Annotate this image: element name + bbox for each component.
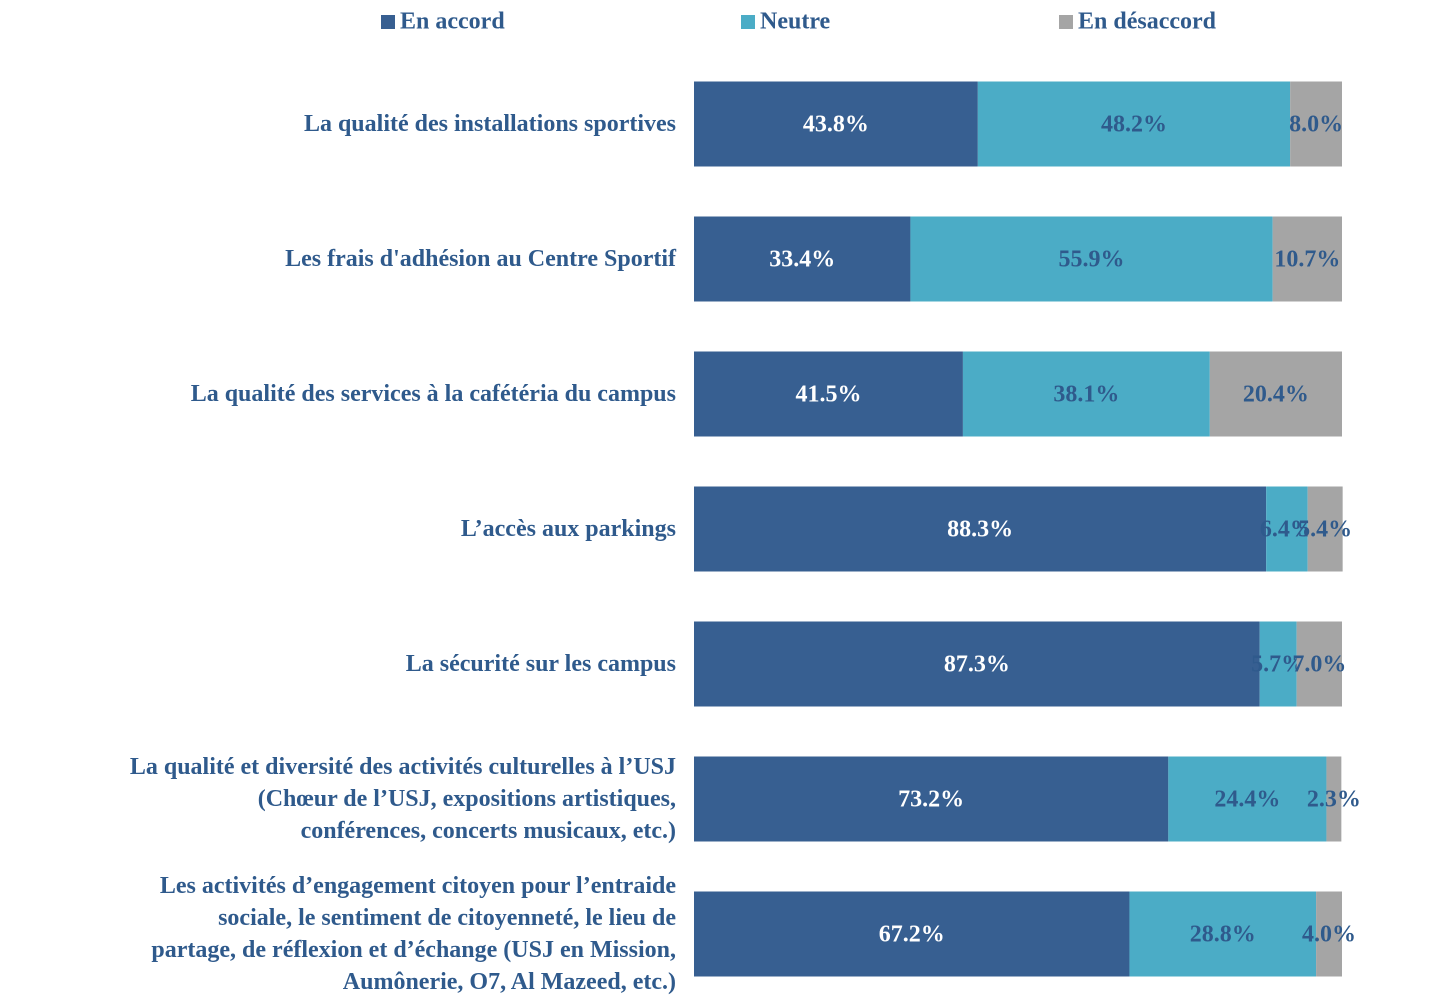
legend-swatch: [1059, 15, 1073, 29]
value-label: 20.4%: [1243, 382, 1309, 408]
value-label: 7.0%: [1292, 652, 1346, 678]
value-label: 5.7%: [1251, 652, 1305, 678]
bar-segment: [1307, 486, 1343, 572]
legend-swatch: [381, 15, 395, 29]
bar-segment: [694, 621, 1260, 707]
value-label: 87.3%: [944, 652, 1010, 678]
bar-segment: [1129, 891, 1317, 977]
category-label: La qualité des services à la cafétéria d…: [190, 381, 676, 407]
bar-segment: [910, 216, 1273, 302]
value-label: 8.0%: [1289, 112, 1343, 138]
bar-segment: [694, 486, 1267, 572]
bar-segment: [1326, 756, 1342, 842]
bar-segment: [1316, 891, 1342, 977]
category-label: La qualité et diversité des activités cu…: [129, 754, 676, 844]
bar-segment: [1272, 216, 1342, 302]
value-label: 55.9%: [1059, 247, 1125, 273]
bar-segment: [1266, 486, 1308, 572]
value-label: 4.0%: [1302, 922, 1356, 948]
bar-segment: [1290, 81, 1342, 167]
bar-segment: [1259, 621, 1297, 707]
bar-segment: [694, 351, 963, 437]
value-label: 41.5%: [795, 382, 861, 408]
bar-segment: [1209, 351, 1342, 437]
category-label: Les frais d'adhésion au Centre Sportif: [285, 246, 676, 272]
bar-segment: [694, 891, 1130, 977]
value-label: 88.3%: [947, 517, 1013, 543]
bar-segment: [694, 216, 911, 302]
legend-swatch: [741, 15, 755, 29]
value-label: 5.4%: [1298, 517, 1352, 543]
value-label: 24.4%: [1214, 787, 1280, 813]
category-label: Les activités d’engagement citoyen pour …: [151, 873, 676, 995]
legend-label: Neutre: [760, 9, 831, 35]
value-label: 38.1%: [1053, 382, 1119, 408]
category-label: La sécurité sur les campus: [405, 651, 676, 677]
value-label: 6.4%: [1260, 517, 1314, 543]
bar-segment: [1168, 756, 1327, 842]
legend-label: En accord: [400, 9, 505, 35]
value-label: 43.8%: [803, 112, 869, 138]
value-label: 73.2%: [898, 787, 964, 813]
value-label: 67.2%: [879, 922, 945, 948]
bar-segment: [962, 351, 1210, 437]
category-label: La qualité des installations sportives: [303, 111, 676, 137]
value-label: 28.8%: [1190, 922, 1256, 948]
bar-segment: [977, 81, 1291, 167]
bar-segment: [694, 756, 1169, 842]
bar-segment: [1296, 621, 1342, 707]
value-label: 33.4%: [769, 247, 835, 273]
value-label: 10.7%: [1274, 247, 1340, 273]
value-label: 48.2%: [1101, 112, 1167, 138]
legend-label: En désaccord: [1078, 9, 1217, 35]
category-label: L’accès aux parkings: [460, 516, 676, 542]
bar-segment: [694, 81, 978, 167]
value-label: 2.3%: [1307, 787, 1361, 813]
